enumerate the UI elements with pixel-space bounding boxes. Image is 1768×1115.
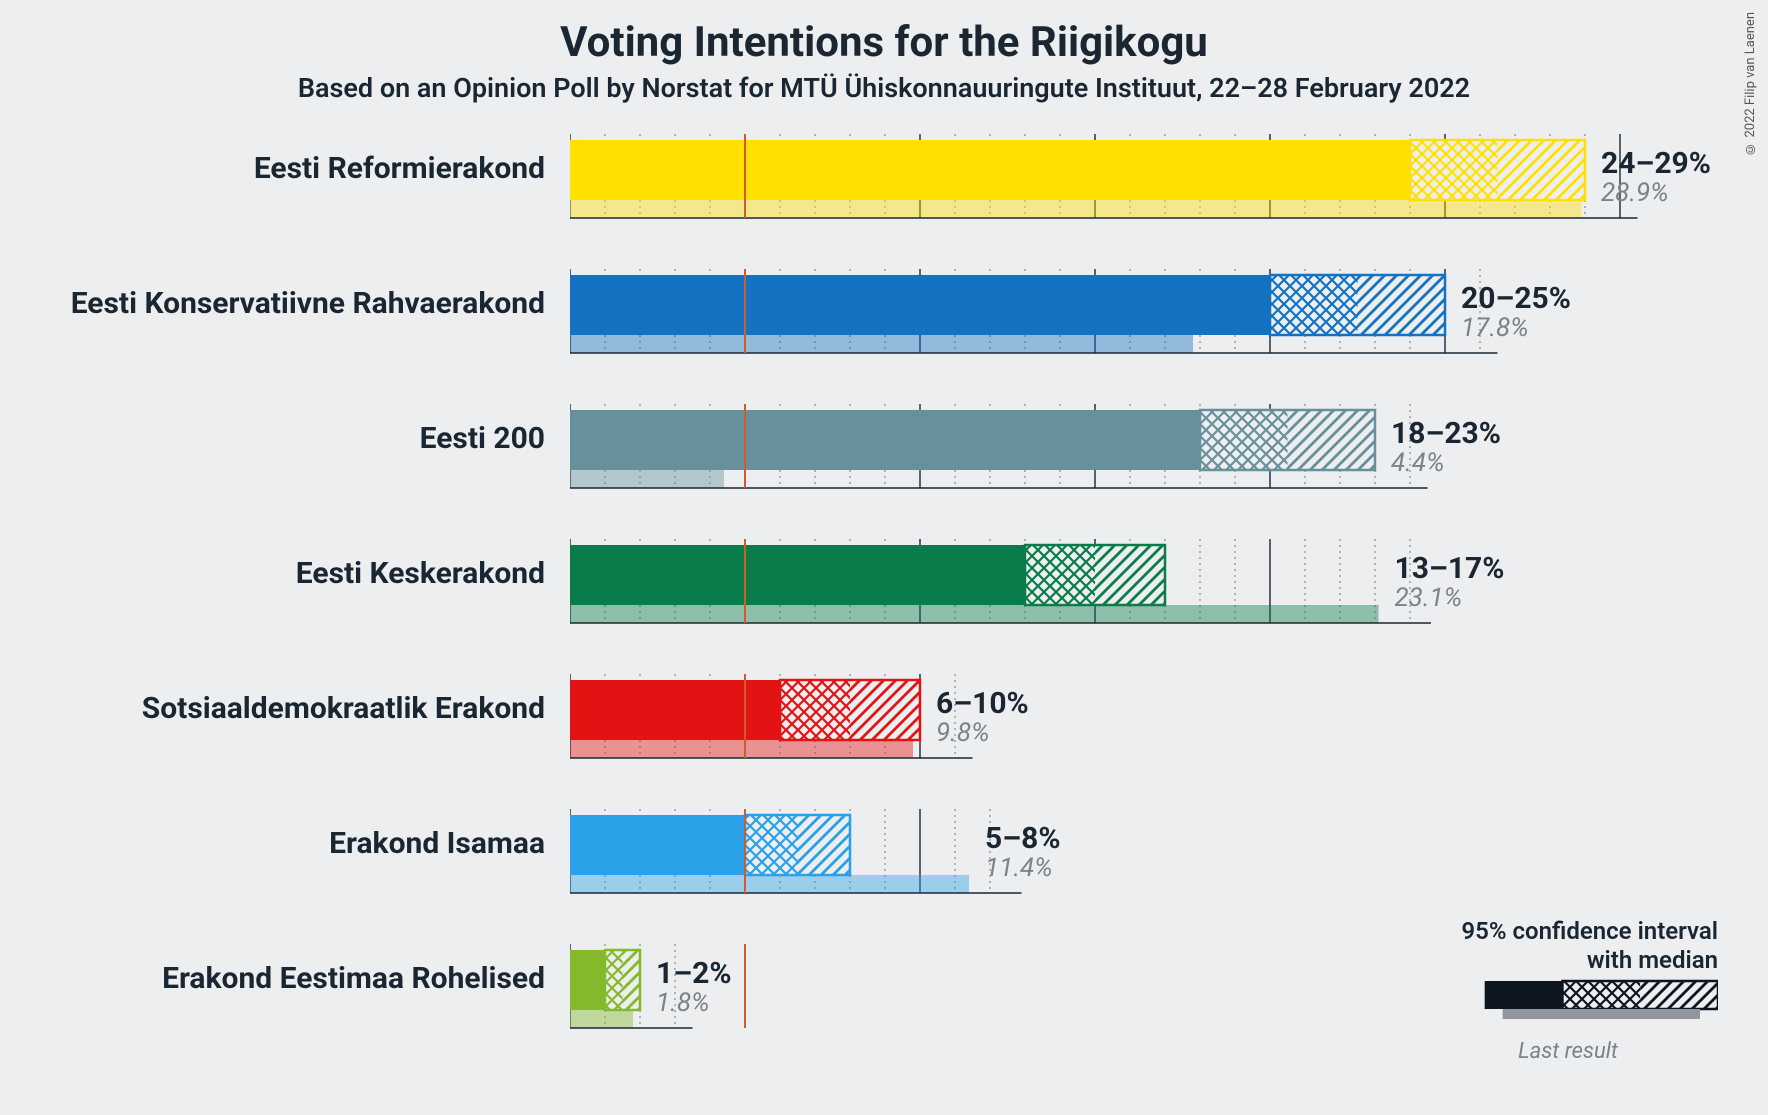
chart-subtitle: Based on an Opinion Poll by Norstat for … xyxy=(0,72,1768,104)
party-label: Eesti Keskerakond xyxy=(0,556,545,591)
party-label: Eesti Konservatiivne Rahvaerakond xyxy=(0,286,545,321)
value-range: 24–29% xyxy=(1601,146,1711,181)
party-label: Eesti Reformierakond xyxy=(0,151,545,186)
value-last: 11.4% xyxy=(985,853,1053,883)
value-range: 6–10% xyxy=(936,686,1029,721)
value-last: 28.9% xyxy=(1601,178,1669,208)
party-label: Sotsiaaldemokraatlik Erakond xyxy=(0,691,545,726)
value-range: 18–23% xyxy=(1391,416,1501,451)
value-last: 1.8% xyxy=(656,988,709,1018)
value-range: 1–2% xyxy=(656,956,732,991)
value-range: 20–25% xyxy=(1461,281,1571,316)
legend-ci-label: 95% confidence intervalwith median xyxy=(1438,917,1718,975)
value-last: 4.4% xyxy=(1391,448,1444,478)
party-label: Eesti 200 xyxy=(0,421,545,456)
party-label: Erakond Eestimaa Rohelised xyxy=(0,961,545,996)
chart-title: Voting Intentions for the Riigikogu xyxy=(0,18,1768,67)
legend-sample xyxy=(1438,975,1718,1035)
value-range: 13–17% xyxy=(1395,551,1505,586)
value-last: 9.8% xyxy=(936,718,989,748)
legend: 95% confidence intervalwith median Last r… xyxy=(1438,917,1718,1064)
legend-last-label: Last result xyxy=(1438,1039,1698,1064)
value-range: 5–8% xyxy=(985,821,1061,856)
value-last: 23.1% xyxy=(1395,583,1463,613)
value-last: 17.8% xyxy=(1461,313,1529,343)
party-label: Erakond Isamaa xyxy=(0,826,545,861)
